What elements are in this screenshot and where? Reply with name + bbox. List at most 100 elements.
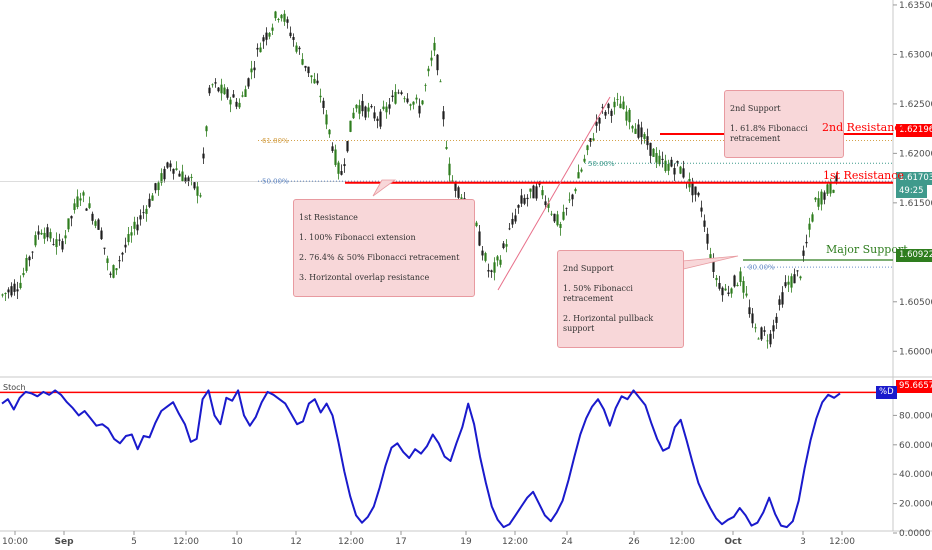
candle-body	[766, 340, 769, 342]
candle-body	[715, 277, 718, 281]
candle-body	[484, 253, 487, 261]
candle-body	[4, 293, 7, 295]
candle-body	[244, 89, 247, 97]
candle-body	[16, 289, 19, 292]
candle-body	[445, 147, 448, 149]
annotation-line: 1. 100% Fibonacci extension	[299, 233, 416, 242]
annotation-line: 2. 76.4% & 50% Fibonacci retracement	[299, 253, 460, 262]
candle-body	[544, 201, 547, 206]
candle-body	[196, 186, 199, 196]
candle-body	[799, 276, 802, 279]
candle-body	[229, 99, 232, 105]
annotation-title: 1st Resistance	[299, 213, 358, 222]
candle-body	[43, 232, 46, 239]
candle-body	[406, 98, 409, 103]
candle-body	[403, 98, 406, 100]
time-tick-label: 26	[628, 537, 640, 547]
candle-body	[310, 75, 313, 78]
candle-body	[412, 101, 415, 105]
candle-body	[340, 171, 343, 175]
candle-body	[349, 120, 352, 132]
price-tick-label: 1.60000	[899, 347, 932, 357]
candle-body	[163, 168, 166, 180]
major-support-price-tag: 1.60922	[896, 249, 932, 262]
candle-body	[265, 32, 268, 40]
candle-body	[82, 192, 85, 196]
candle-body	[817, 198, 820, 207]
candle-body	[640, 127, 643, 138]
candle-body	[604, 111, 607, 116]
candlestick-series	[1, 10, 838, 349]
time-tick-label: 12:00	[502, 537, 528, 547]
candle-body	[757, 338, 760, 340]
candle-body	[508, 228, 511, 230]
candle-body	[442, 111, 445, 120]
candle-body	[364, 106, 367, 118]
candle-body	[154, 183, 157, 191]
annotation-line: 3. Horizontal overlap resistance	[299, 273, 430, 282]
time-tick-label: 10:00	[2, 537, 28, 547]
candle-body	[205, 126, 208, 132]
candle-body	[178, 173, 181, 177]
candle-body	[571, 194, 574, 200]
candle-body	[115, 268, 118, 271]
time-tick-label: 12:00	[669, 537, 695, 547]
stochastic-axis[interactable]: 80.0000 60.0000 40.0000 20.0000 0.0000	[893, 411, 932, 539]
candle-body	[7, 289, 10, 293]
candle-body	[775, 316, 778, 323]
candle-body	[253, 67, 256, 71]
candle-body	[499, 259, 502, 265]
candle-body	[703, 220, 706, 227]
candle-body	[646, 136, 649, 146]
candle-body	[379, 111, 382, 127]
candle-body	[334, 149, 337, 165]
candle-body	[433, 42, 436, 51]
candle-body	[607, 103, 610, 109]
candle-body	[526, 197, 529, 200]
candle-body	[649, 142, 652, 156]
candle-body	[634, 128, 637, 134]
candle-body	[46, 227, 49, 238]
candle-body	[190, 176, 193, 178]
candle-body	[574, 189, 577, 192]
stoch-tick-label: 40.0000	[899, 470, 932, 480]
candle-body	[124, 244, 127, 248]
candle-body	[421, 100, 424, 105]
candle-body	[781, 292, 784, 305]
candle-body	[835, 175, 838, 183]
candle-body	[613, 101, 616, 108]
candle-body	[13, 283, 16, 292]
candle-body	[208, 87, 211, 94]
candle-body	[805, 241, 808, 244]
candle-body	[739, 271, 742, 283]
candle-body	[202, 153, 205, 159]
time-axis[interactable]: 10:00 Sep 5 12:00 10 12 12:00 17 19 12:00 24 26 12:0…	[2, 531, 855, 547]
candle-body	[271, 27, 274, 31]
candle-body	[745, 293, 748, 296]
candle-body	[352, 112, 355, 119]
candle-body	[430, 57, 433, 61]
candle-body	[661, 158, 664, 160]
candle-body	[301, 59, 304, 65]
candle-body	[742, 281, 745, 293]
candle-body	[232, 94, 235, 98]
candle-body	[94, 221, 97, 226]
candle-body	[730, 288, 733, 294]
candle-body	[127, 234, 130, 243]
stoch-tick-label: 80.0000	[899, 411, 932, 421]
candle-body	[316, 80, 319, 84]
candle-body	[400, 92, 403, 94]
candle-body	[277, 18, 280, 20]
candle-body	[274, 11, 277, 19]
candle-body	[481, 250, 484, 256]
candle-body	[76, 196, 79, 208]
candle-body	[238, 102, 241, 108]
candle-body	[22, 273, 25, 276]
candle-body	[589, 138, 592, 142]
candle-body	[760, 327, 763, 340]
candle-body	[670, 159, 673, 167]
price-tick-label: 1.62000	[899, 149, 932, 159]
candle-body	[235, 101, 238, 107]
candle-body	[727, 292, 730, 294]
